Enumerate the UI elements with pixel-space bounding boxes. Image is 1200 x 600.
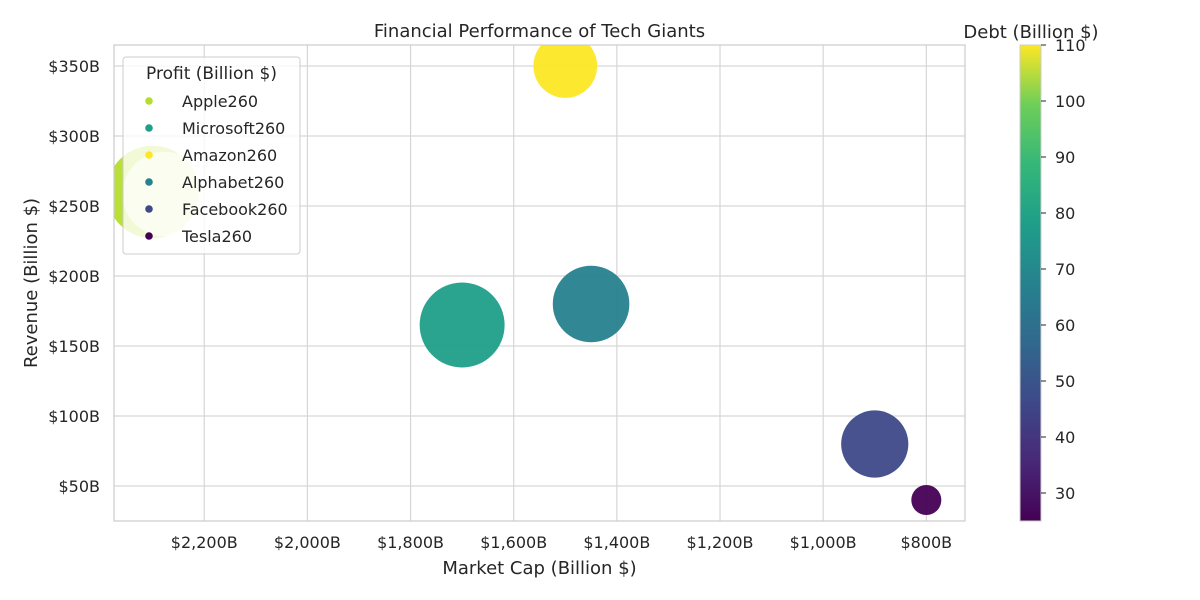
legend-marker bbox=[145, 124, 153, 132]
y-tick-label: $100B bbox=[48, 407, 100, 426]
legend-label: Facebook260 bbox=[182, 200, 288, 219]
colorbar-tick-label: 80 bbox=[1055, 204, 1075, 223]
legend-label: Alphabet260 bbox=[182, 173, 284, 192]
grid bbox=[114, 45, 965, 521]
colorbar-tick-label: 100 bbox=[1055, 92, 1086, 111]
y-tick-label: $350B bbox=[48, 57, 100, 76]
bubble-amazon260 bbox=[533, 45, 598, 98]
x-tick-label: $1,800B bbox=[377, 533, 444, 552]
y-tick-label: $50B bbox=[58, 477, 100, 496]
x-tick-label: $1,000B bbox=[790, 533, 857, 552]
colorbar-tick-label: 40 bbox=[1055, 428, 1075, 447]
x-tick-label: $1,200B bbox=[687, 533, 754, 552]
y-tick-label: $250B bbox=[48, 197, 100, 216]
y-axis-label: Revenue (Billion $) bbox=[21, 198, 42, 368]
bubble-facebook260 bbox=[841, 410, 909, 478]
x-tick-label: $2,200B bbox=[171, 533, 238, 552]
bubble-microsoft260 bbox=[419, 282, 505, 368]
legend-items: Apple260 Microsoft260 Amazon260 Alphabet260… bbox=[145, 92, 288, 246]
x-tick-label: $1,600B bbox=[480, 533, 547, 552]
legend-box bbox=[122, 56, 301, 255]
legend-marker bbox=[145, 178, 153, 186]
y-tick-label: $300B bbox=[48, 127, 100, 146]
y-tick-labels: $50B $100B $150B $200B $250B $300B $350B bbox=[48, 57, 100, 496]
colorbar-tick-label: 110 bbox=[1055, 36, 1086, 55]
legend-label: Apple260 bbox=[182, 92, 258, 111]
legend: Profit (Billion $) Apple260Microsoft260A… bbox=[122, 56, 301, 255]
x-tick-label: $2,000B bbox=[274, 533, 341, 552]
legend-label: Microsoft260 bbox=[182, 119, 285, 138]
colorbar-tick-label: 70 bbox=[1055, 260, 1075, 279]
x-tick-label: $800B bbox=[900, 533, 952, 552]
colorbar: Debt (Billion $) 30 40 50 60 70 80 90 100 110 bbox=[963, 22, 1099, 522]
legend-marker bbox=[145, 205, 153, 213]
bubble-tesla260 bbox=[911, 484, 942, 516]
colorbar-tick-label: 50 bbox=[1055, 372, 1075, 391]
colorbar-tick-label: 60 bbox=[1055, 316, 1075, 335]
colorbar-ticks: 30 40 50 60 70 80 90 100 110 bbox=[1041, 36, 1086, 503]
y-tick-label: $150B bbox=[48, 337, 100, 356]
legend-marker bbox=[145, 232, 153, 240]
colorbar-tick-label: 90 bbox=[1055, 148, 1075, 167]
legend-marker bbox=[145, 151, 153, 159]
colorbar-title: Debt (Billion $) bbox=[963, 22, 1098, 43]
bubble-alphabet260 bbox=[552, 265, 630, 343]
chart-title: Financial Performance of Tech Giants bbox=[374, 21, 705, 42]
colorbar-gradient bbox=[1019, 44, 1042, 522]
legend-label: Amazon260 bbox=[182, 146, 277, 165]
y-tick-label: $200B bbox=[48, 267, 100, 286]
legend-marker bbox=[145, 97, 153, 105]
x-tick-label: $1,400B bbox=[583, 533, 650, 552]
legend-title: Profit (Billion $) bbox=[146, 64, 277, 84]
x-tick-labels: $2,200B $2,000B $1,800B $1,600B $1,400B $1,20… bbox=[171, 533, 952, 552]
x-axis-label: Market Cap (Billion $) bbox=[442, 558, 636, 579]
plot-frame bbox=[113, 44, 966, 522]
legend-label: Tesla260 bbox=[181, 227, 252, 246]
colorbar-tick-label: 30 bbox=[1055, 484, 1075, 503]
